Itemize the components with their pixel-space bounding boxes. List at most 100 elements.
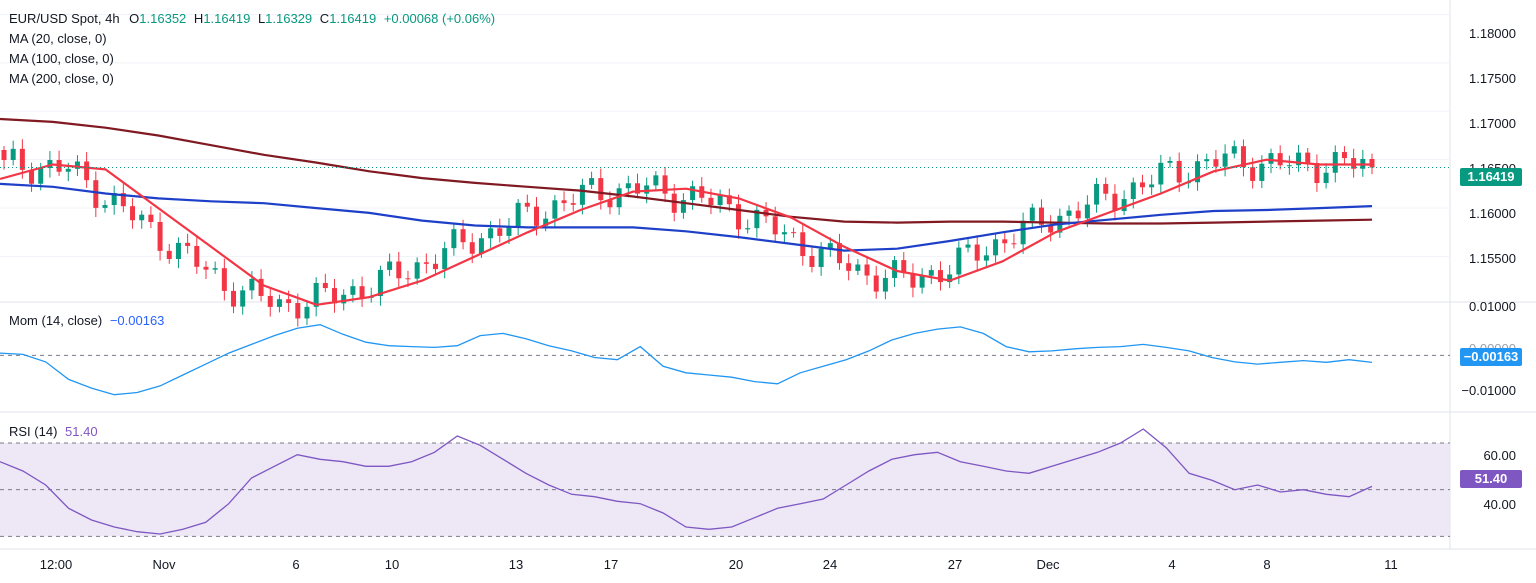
mom-tick-3: −0.01000 — [1461, 383, 1516, 398]
candle-body — [1222, 153, 1228, 167]
mom-legend[interactable]: Mom (14, close) −0.00163 — [9, 311, 164, 331]
candle-body — [653, 175, 659, 186]
candle-body — [1002, 239, 1008, 244]
candle-body — [956, 247, 962, 275]
change-value: +0.00068 (+0.06%) — [383, 11, 496, 26]
candle-body — [332, 288, 338, 304]
candle-body — [1066, 210, 1072, 216]
candle-body — [111, 193, 117, 206]
candle-body — [295, 303, 301, 319]
candle-body — [1139, 182, 1145, 188]
candle-body — [1084, 204, 1090, 219]
candle-body — [561, 200, 567, 204]
candle-body — [1323, 172, 1329, 184]
candle-body — [276, 299, 282, 307]
candle-body — [212, 268, 218, 270]
rsi-legend[interactable]: RSI (14) 51.40 — [9, 422, 98, 442]
candle-body — [166, 250, 172, 259]
x-tick-13: 13 — [508, 557, 524, 572]
high-label: H — [193, 11, 204, 26]
candle-body — [708, 197, 714, 206]
x-tick-1200: 12:00 — [39, 557, 73, 572]
candle-body — [377, 269, 383, 297]
x-tick-4: 4 — [1168, 557, 1176, 572]
candle-body — [772, 216, 778, 235]
candle-body — [864, 264, 870, 276]
candle-body — [120, 193, 126, 207]
close-value: 1.16419 — [329, 11, 377, 26]
ma200-legend[interactable]: MA (200, close, 0) — [9, 71, 114, 86]
candle-body — [203, 266, 209, 270]
candle-body — [570, 203, 576, 205]
candle-body — [1369, 158, 1375, 168]
rsi-badge: 51.40 — [1460, 470, 1522, 488]
mom-tick-1: 0.01000 — [1469, 299, 1516, 314]
candle-body — [1029, 207, 1035, 221]
x-tick-24: 24 — [822, 557, 838, 572]
open-label: O — [129, 11, 140, 26]
candle-body — [1341, 152, 1347, 159]
candle-body — [341, 294, 347, 304]
candle-body — [1149, 184, 1155, 188]
candle-body — [974, 244, 980, 261]
candle-body — [690, 186, 696, 201]
candle-body — [221, 268, 227, 291]
candle-body — [497, 228, 503, 236]
candle-body — [993, 239, 999, 256]
candle-body — [304, 306, 310, 319]
candle-body — [735, 204, 741, 230]
candle-body — [442, 248, 448, 270]
candle-body — [1231, 146, 1237, 154]
ma20-line — [0, 158, 1372, 306]
candle-body — [552, 200, 558, 219]
candle-body — [800, 232, 806, 256]
candle-body — [359, 286, 365, 298]
candle-body — [38, 168, 44, 184]
candle-body — [662, 175, 668, 194]
ma20-legend[interactable]: MA (20, close, 0) — [9, 31, 107, 46]
candle-body — [267, 295, 273, 307]
rsi-line — [0, 428, 1373, 535]
candle-body — [240, 290, 246, 307]
candle-body — [919, 275, 925, 288]
price-tick-1: 1.18000 — [1469, 26, 1516, 41]
candle-body — [589, 178, 595, 185]
candle-body — [29, 169, 35, 184]
candle-body — [671, 193, 677, 213]
candle-body — [937, 270, 943, 283]
candle-body — [1103, 183, 1109, 194]
x-tick-8: 8 — [1263, 557, 1271, 572]
candle-body — [1112, 193, 1118, 211]
candle-body — [515, 202, 521, 227]
candle-body — [65, 168, 71, 172]
rsi-value: 51.40 — [65, 424, 98, 439]
candle-body — [1130, 182, 1136, 200]
candle-body — [947, 274, 953, 283]
candle-body — [451, 229, 457, 249]
candle-body — [74, 161, 80, 169]
candle-body — [827, 243, 833, 249]
candle-body — [10, 148, 16, 160]
candle-body — [1240, 146, 1246, 168]
candle-body — [1176, 160, 1182, 183]
candle-body — [1075, 210, 1081, 219]
candle-body — [1332, 152, 1338, 173]
candle-body — [901, 260, 907, 274]
candle-body — [1277, 153, 1283, 166]
ma100-line — [0, 182, 1373, 252]
candle-body — [185, 242, 191, 246]
candle-body — [635, 183, 641, 194]
price-legend: EUR/USD Spot, 4h O1.16352 H1.16419 L1.16… — [9, 9, 495, 29]
candle-body — [598, 178, 604, 201]
mom-value: −0.00163 — [109, 313, 165, 328]
candle-body — [1286, 165, 1292, 167]
x-tick-27: 27 — [947, 557, 963, 572]
candle-body — [231, 290, 237, 307]
rsi-tick-2: 40.00 — [1483, 497, 1516, 512]
candle-body — [157, 222, 163, 251]
ma100-legend[interactable]: MA (100, close, 0) — [9, 51, 114, 66]
candle-body — [139, 214, 145, 221]
symbol-label: EUR/USD Spot, 4h — [9, 11, 120, 26]
candle-body — [19, 148, 25, 170]
